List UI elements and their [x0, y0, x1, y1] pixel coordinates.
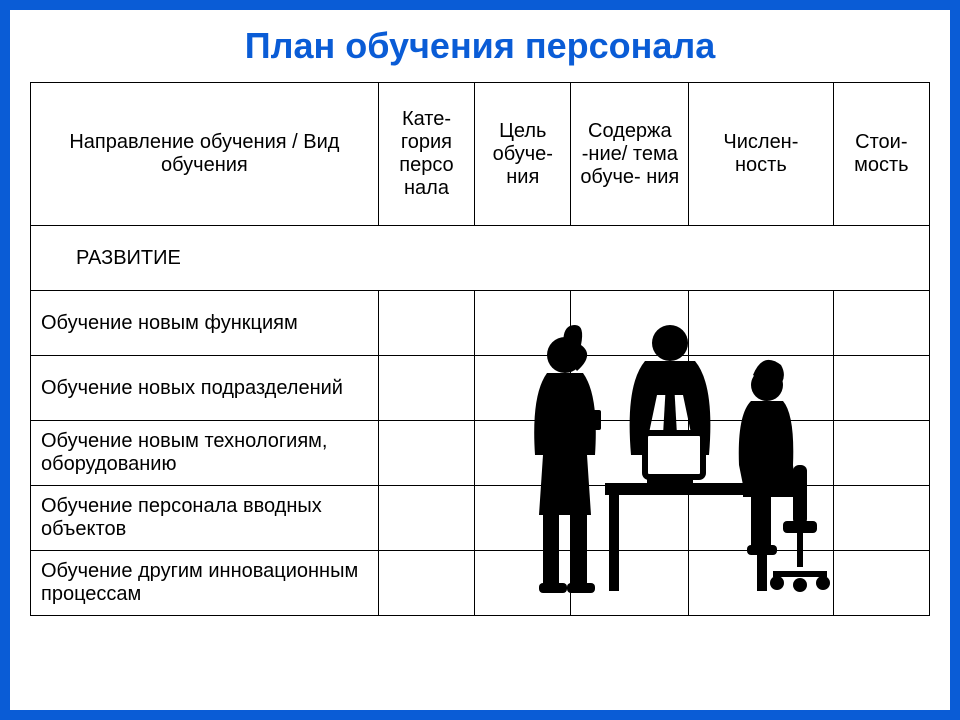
- cell-empty: [833, 486, 929, 551]
- cell-empty: [689, 551, 833, 616]
- cell-empty: [475, 421, 571, 486]
- cell-empty: [571, 551, 689, 616]
- table-header-row: Направление обучения / Вид обучения Кате…: [31, 83, 930, 226]
- cell-empty: [689, 356, 833, 421]
- table-row: Обучение другим инновационным процессам: [31, 551, 930, 616]
- cell-empty: [571, 486, 689, 551]
- cell-empty: [571, 291, 689, 356]
- section-label: РАЗВИТИЕ: [31, 226, 930, 291]
- slide-frame: План обучения персонала Направление обуч…: [0, 0, 960, 720]
- header-cost: Стои- мость: [833, 83, 929, 226]
- header-category: Кате- гория персо нала: [378, 83, 474, 226]
- cell-empty: [378, 291, 474, 356]
- header-content: Содержа -ние/ тема обуче- ния: [571, 83, 689, 226]
- row-label: Обучение новым функциям: [31, 291, 379, 356]
- cell-empty: [475, 356, 571, 421]
- table-row: Обучение новых подразделений: [31, 356, 930, 421]
- cell-empty: [689, 486, 833, 551]
- cell-empty: [571, 356, 689, 421]
- cell-empty: [833, 356, 929, 421]
- cell-empty: [833, 551, 929, 616]
- cell-empty: [475, 291, 571, 356]
- cell-empty: [378, 356, 474, 421]
- table-row: Обучение новым функциям: [31, 291, 930, 356]
- cell-empty: [475, 486, 571, 551]
- cell-empty: [378, 486, 474, 551]
- section-row: РАЗВИТИЕ: [31, 226, 930, 291]
- table-row: Обучение новым технологиям, оборудованию: [31, 421, 930, 486]
- row-label: Обучение новым технологиям, оборудованию: [31, 421, 379, 486]
- slide-title: План обучения персонала: [30, 25, 930, 67]
- cell-empty: [571, 421, 689, 486]
- training-plan-table: Направление обучения / Вид обучения Кате…: [30, 82, 930, 616]
- cell-empty: [833, 291, 929, 356]
- cell-empty: [689, 421, 833, 486]
- header-direction: Направление обучения / Вид обучения: [31, 83, 379, 226]
- header-number: Числен- ность: [689, 83, 833, 226]
- table-row: Обучение персонала вводных объектов: [31, 486, 930, 551]
- header-goal: Цель обуче- ния: [475, 83, 571, 226]
- cell-empty: [378, 551, 474, 616]
- cell-empty: [689, 291, 833, 356]
- cell-empty: [378, 421, 474, 486]
- row-label: Обучение другим инновационным процессам: [31, 551, 379, 616]
- row-label: Обучение новых подразделений: [31, 356, 379, 421]
- cell-empty: [833, 421, 929, 486]
- cell-empty: [475, 551, 571, 616]
- row-label: Обучение персонала вводных объектов: [31, 486, 379, 551]
